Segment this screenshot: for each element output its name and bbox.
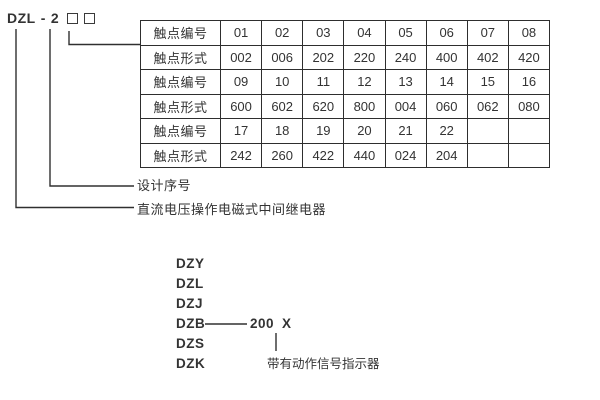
row-label: 触点形式 (140, 142, 221, 168)
table-cell: 02 (261, 20, 304, 46)
table-cell: 440 (343, 142, 386, 168)
placeholder-box-2 (84, 13, 96, 24)
table-cell: 400 (425, 44, 468, 70)
table-cell: 204 (425, 142, 468, 168)
table-cell: 09 (219, 69, 263, 95)
table-cell: 420 (507, 44, 551, 70)
model-prefix: DZL (7, 10, 36, 26)
series-item-dzy: DZY (176, 256, 205, 271)
table-cell: 062 (466, 93, 509, 119)
table-cell: 01 (219, 20, 263, 46)
table-cell: 220 (343, 44, 386, 70)
row-label: 触点形式 (140, 44, 221, 70)
table-cell: 260 (261, 142, 304, 168)
series-list: DZY DZL DZJ DZB DZS DZK (176, 254, 205, 374)
series-item-dzk: DZK (176, 356, 206, 371)
connector-design-serial (49, 29, 134, 187)
table-cell: 11 (302, 69, 345, 95)
placeholder-box-1 (67, 13, 79, 24)
table-cell: 19 (302, 118, 345, 144)
table-row: 触点形式 242 260 422 440 024 204 (140, 142, 551, 168)
table-row: 触点编号 01 02 03 04 05 06 07 08 (140, 20, 551, 46)
table-cell: 620 (302, 93, 345, 119)
model-dash: - (40, 10, 46, 26)
table-row: 触点形式 600 602 620 800 004 060 062 080 (140, 93, 551, 119)
table-cell: 024 (384, 142, 427, 168)
table-row: 触点编号 09 10 11 12 13 14 15 16 (140, 69, 551, 95)
table-cell: 03 (302, 20, 345, 46)
table-cell (507, 142, 551, 168)
table-cell: 602 (261, 93, 304, 119)
connector-contact-code (68, 31, 140, 46)
table-cell: 08 (507, 20, 551, 46)
table-cell (466, 142, 509, 168)
table-cell: 17 (219, 118, 263, 144)
table-cell: 18 (261, 118, 304, 144)
series-item-dzj: DZJ (176, 296, 204, 311)
table-row: 触点编号 17 18 19 20 21 22 (140, 118, 551, 144)
table-cell: 13 (384, 69, 427, 95)
callout-relay-type: 直流电压操作电磁式中间继电器 (137, 202, 327, 217)
table-cell: 240 (384, 44, 427, 70)
table-cell: 07 (466, 20, 509, 46)
model-code: DZL - 2 (7, 9, 96, 27)
table-row: 触点形式 002 006 202 220 240 400 402 420 (140, 44, 551, 70)
table-cell: 402 (466, 44, 509, 70)
row-label: 触点编号 (140, 118, 221, 144)
series-item-dzs: DZS (176, 336, 205, 351)
row-label: 触点编号 (140, 20, 221, 46)
table-cell: 242 (219, 142, 263, 168)
callout-design-serial: 设计序号 (137, 178, 192, 193)
table-cell: 21 (384, 118, 427, 144)
series-item-dzb: DZB (176, 316, 206, 331)
table-cell: 15 (466, 69, 509, 95)
table-cell: 002 (219, 44, 263, 70)
table-cell: 006 (261, 44, 304, 70)
table-cell: 22 (425, 118, 468, 144)
table-cell: 06 (425, 20, 468, 46)
table-cell: 080 (507, 93, 551, 119)
row-label: 触点编号 (140, 69, 221, 95)
dzb-suffix: 200 X (250, 314, 292, 334)
table-cell: 600 (219, 93, 263, 119)
indicator-note: 带有动作信号指示器 (267, 357, 380, 371)
table-cell: 14 (425, 69, 468, 95)
table-cell: 12 (343, 69, 386, 95)
table-cell: 04 (343, 20, 386, 46)
table-cell (466, 118, 509, 144)
table-cell: 10 (261, 69, 304, 95)
dzb-variant: X (282, 316, 292, 331)
row-label: 触点形式 (140, 93, 221, 119)
contact-table: 触点编号 01 02 03 04 05 06 07 08 触点形式 002 00… (140, 20, 551, 168)
table-cell (507, 118, 551, 144)
table-cell: 16 (507, 69, 551, 95)
dzb-code: 200 (250, 316, 275, 331)
connector-relay-type (15, 29, 134, 209)
series-item-dzl: DZL (176, 276, 204, 291)
table-cell: 060 (425, 93, 468, 119)
model-series-number: 2 (50, 10, 60, 26)
table-cell: 422 (302, 142, 345, 168)
table-cell: 004 (384, 93, 427, 119)
table-cell: 05 (384, 20, 427, 46)
table-cell: 20 (343, 118, 386, 144)
table-cell: 800 (343, 93, 386, 119)
table-cell: 202 (302, 44, 345, 70)
